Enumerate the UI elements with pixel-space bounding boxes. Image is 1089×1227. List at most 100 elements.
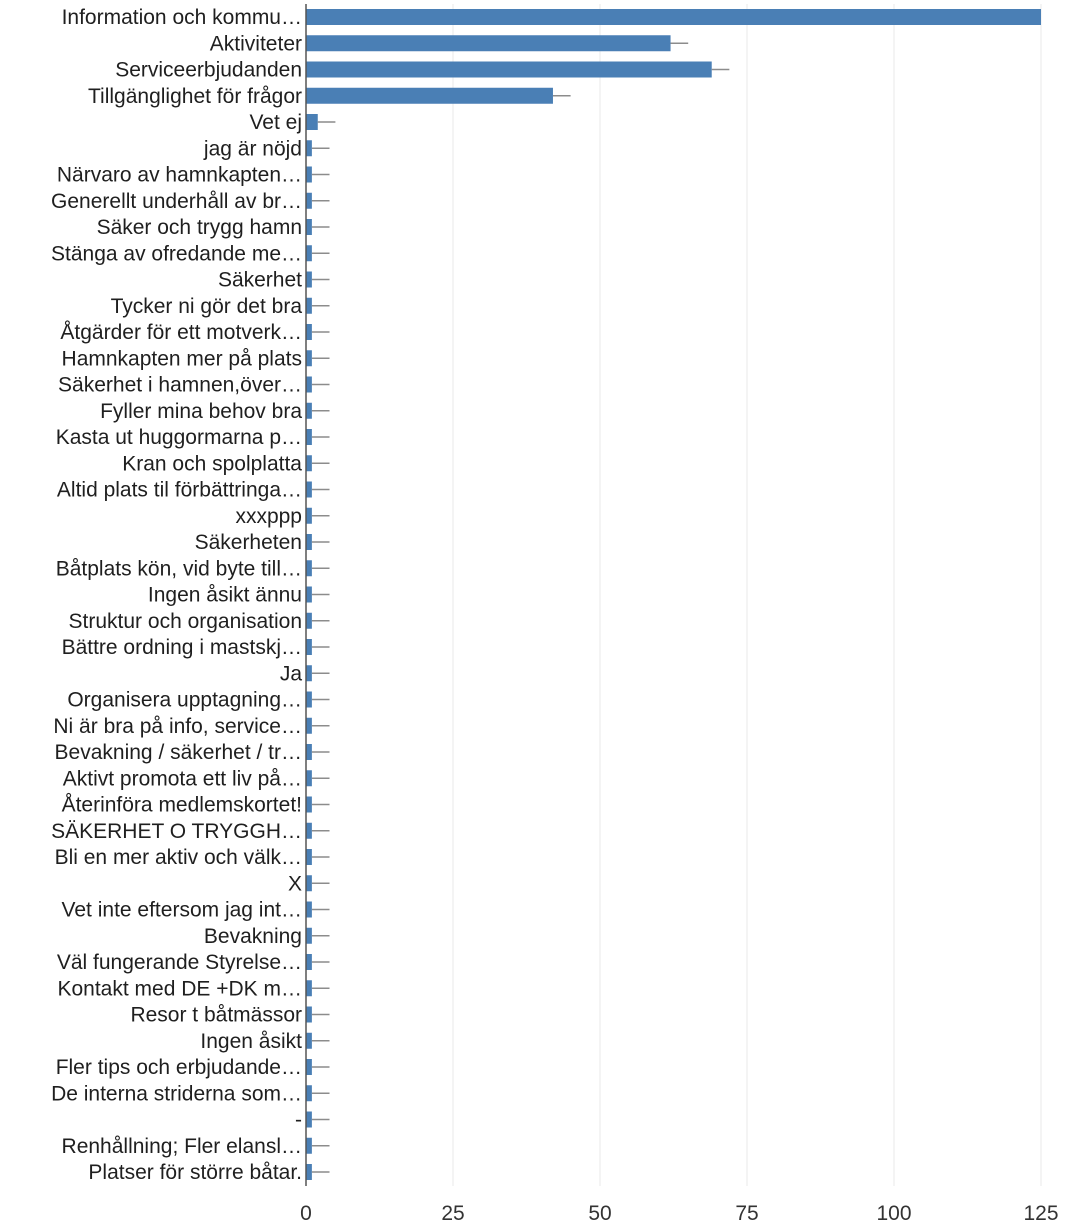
bar [306, 507, 312, 524]
bar [306, 324, 312, 340]
bar [306, 770, 312, 787]
x-tick-label: 25 [441, 1202, 464, 1222]
bar [306, 744, 312, 760]
category-label: Platser för större båtar. [88, 1161, 302, 1184]
x-tick-labels: 0 25 50 75 100 125 [300, 1202, 1058, 1225]
x-tick-label: 125 [1023, 1202, 1058, 1222]
category-label: Aktivt promota ett liv på… [63, 767, 302, 790]
bar [306, 114, 318, 130]
bar [306, 481, 312, 498]
category-label: Information och kommu… [62, 6, 302, 29]
category-label: xxxppp [235, 505, 302, 528]
x-tick-label: 100 [876, 1202, 911, 1222]
category-label: Åtgärder för ett motverk… [60, 321, 302, 344]
x-tick-label: 75 [735, 1202, 758, 1222]
category-label: Båtplats kön, vid byte till… [56, 557, 302, 580]
bar [306, 875, 312, 892]
bar [306, 691, 312, 708]
bar [306, 140, 312, 157]
category-label: Tycker ni gör det bra [111, 295, 303, 318]
bar [306, 9, 1041, 25]
category-label: Kontakt med DE +DK m… [57, 977, 302, 1000]
category-label: Serviceerbjudanden [115, 59, 302, 82]
category-label: Ni är bra på info, service… [53, 715, 302, 738]
bar [306, 954, 312, 970]
bar [306, 219, 312, 235]
bar [306, 796, 312, 813]
category-label: De interna striderna som… [51, 1082, 302, 1105]
category-label: Säkerheten [195, 531, 302, 554]
bar [306, 1085, 312, 1102]
bar [306, 271, 312, 288]
bar [306, 297, 312, 314]
category-label: Struktur och organisation [69, 610, 302, 633]
bar [306, 560, 312, 577]
category-label: Kran och spolplatta [122, 452, 302, 475]
bar [306, 1164, 312, 1180]
bar [306, 1111, 312, 1128]
category-label: - [295, 1109, 302, 1132]
category-label: Bättre ordning i mastskj… [62, 636, 302, 659]
bar [306, 534, 312, 550]
category-label: Hamnkapten mer på plats [62, 347, 302, 370]
bar [306, 901, 312, 918]
category-label: SÄKERHET O TRYGGH… [51, 820, 302, 843]
bars [306, 9, 1041, 1180]
category-label: Ingen åsikt ännu [148, 584, 302, 607]
category-label: Resor t båtmässor [130, 1004, 302, 1027]
category-label: Närvaro av hamnkapten… [57, 164, 302, 187]
bar [306, 1137, 312, 1154]
category-label: Fyller mina behov bra [100, 400, 302, 423]
category-label: Organisera upptagning… [67, 689, 302, 712]
error-bars [311, 42, 730, 1173]
bar [306, 717, 312, 734]
category-label: Bli en mer aktiv och välk… [55, 846, 302, 869]
bar [306, 849, 312, 865]
bar [306, 192, 312, 209]
bar [306, 35, 671, 52]
bar [306, 1059, 312, 1075]
category-label: Stänga av ofredande me… [51, 242, 302, 265]
category-label: Ingen åsikt [200, 1030, 302, 1053]
bar [306, 245, 312, 262]
category-labels: Information och kommu… Aktiviteter Service… [51, 6, 302, 1184]
category-label: Bevakning / säkerhet / tr… [55, 741, 302, 764]
category-label: Vet ej [249, 111, 302, 134]
category-label: jag är nöjd [203, 137, 302, 160]
category-label: Ja [280, 662, 303, 685]
bar [306, 402, 312, 419]
x-tick-label: 0 [300, 1202, 312, 1222]
bar [306, 822, 312, 839]
x-tick-label: 50 [588, 1202, 611, 1222]
bar [306, 350, 312, 367]
category-label: Återinföra medlemskortet! [62, 794, 302, 817]
category-label: Aktiviteter [210, 32, 302, 55]
grid-lines [452, 4, 1042, 1186]
bar [306, 639, 312, 655]
category-label: Kasta ut huggormarna p… [56, 426, 302, 449]
bar [306, 455, 312, 472]
bar [306, 61, 712, 78]
category-label: Fler tips och erbjudande… [56, 1056, 302, 1079]
bar [306, 429, 312, 445]
bar [306, 1006, 312, 1023]
bar [306, 87, 553, 104]
bar [306, 166, 312, 183]
bar [306, 1032, 312, 1049]
bar [306, 980, 312, 997]
bar [306, 612, 312, 629]
category-label: Tillgänglighet för frågor [88, 85, 302, 108]
bar [306, 927, 312, 944]
bar [306, 376, 312, 393]
category-label: Renhållning; Fler elansl… [62, 1135, 302, 1158]
category-label: Generellt underhåll av br… [51, 190, 302, 213]
bar [306, 665, 312, 682]
category-label: Säkerhet i hamnen,över… [58, 374, 302, 397]
category-label: Säker och trygg hamn [97, 216, 302, 239]
category-label: X [288, 872, 302, 895]
category-label: Vet inte eftersom jag int… [62, 899, 302, 922]
category-label: Väl fungerande Styrelse… [57, 951, 302, 974]
category-label: Altid plats til förbättringa… [57, 479, 302, 502]
